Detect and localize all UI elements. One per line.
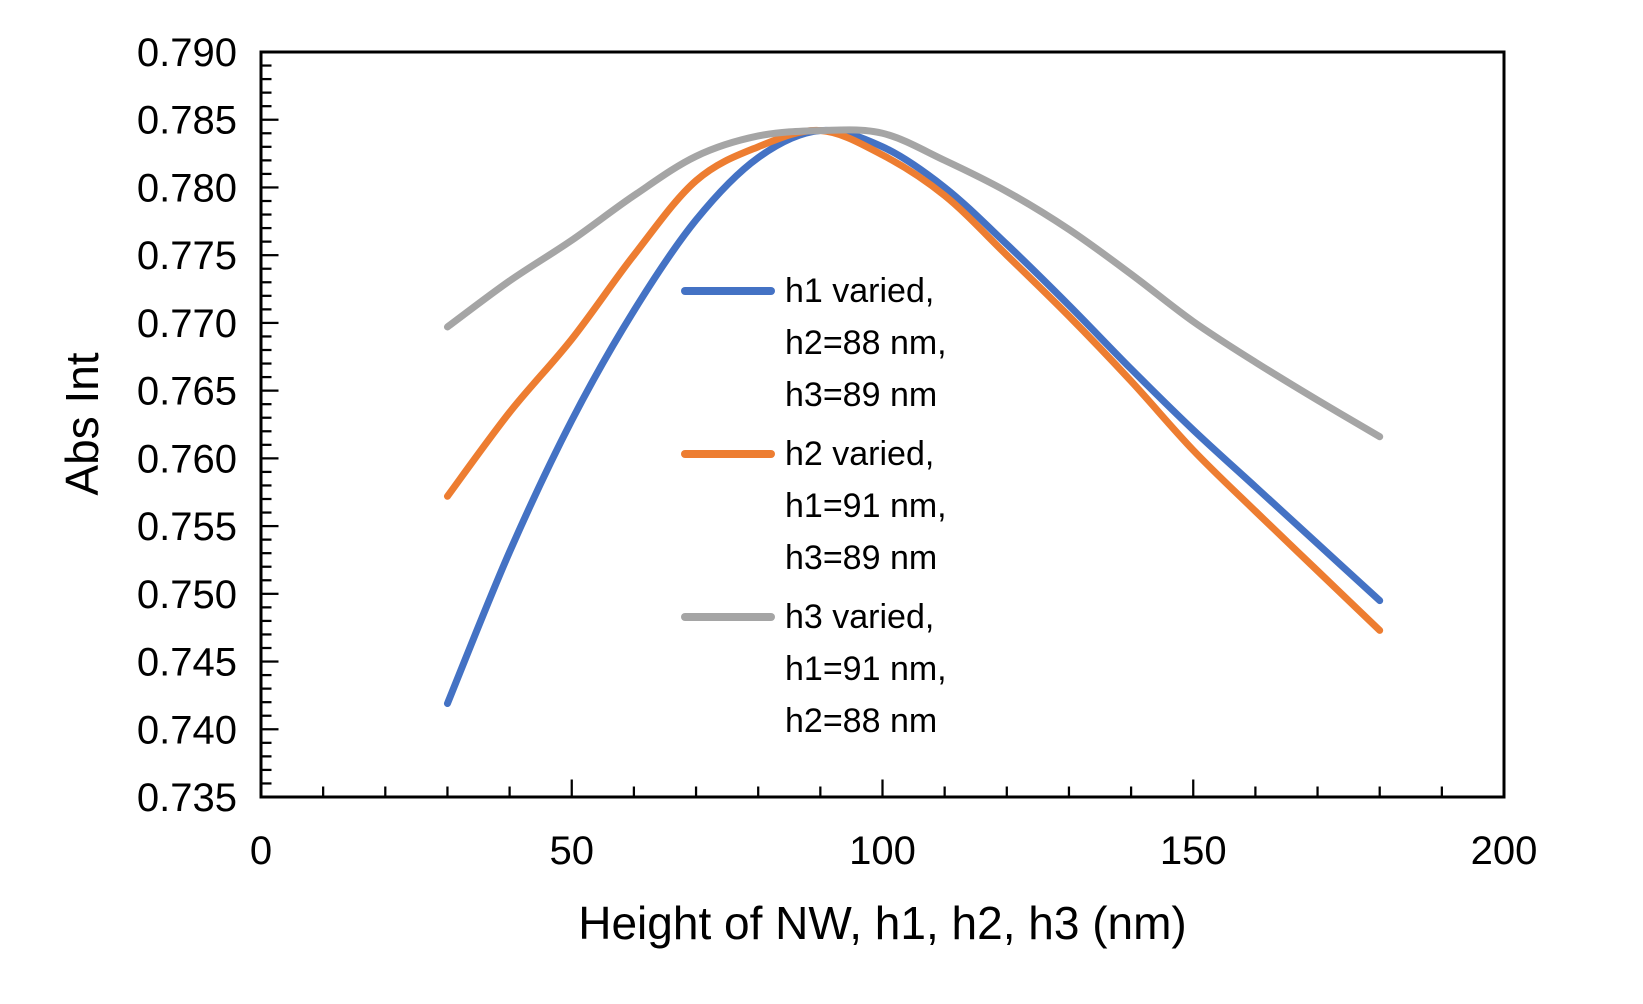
y-tick-label: 0.735 — [137, 776, 237, 820]
series-line-h3 — [443, 126, 1384, 441]
legend-entry-h2-varied: h2 varied, h1=91 nm, h3=89 nm — [681, 428, 1101, 584]
legend-label-line: h1=91 nm, — [785, 650, 947, 688]
x-axis-title: Height of NW, h1, h2, h3 (nm) — [578, 897, 1187, 949]
y-tick-label: 0.760 — [137, 437, 237, 481]
legend-label-line: h2=88 nm — [785, 702, 938, 740]
y-tick-label: 0.755 — [137, 505, 237, 549]
legend-label-line: h2=88 nm, — [785, 324, 947, 362]
series-line-h1 — [443, 126, 1384, 708]
y-tick-label: 0.780 — [137, 166, 237, 210]
y-axis-title: Abs Int — [56, 352, 108, 496]
y-tick-label: 0.770 — [137, 302, 237, 346]
legend-swatch-h1-varied — [681, 287, 775, 295]
series-line-h2 — [443, 126, 1384, 634]
x-tick-label: 100 — [849, 829, 916, 873]
legend-swatch-h3-varied — [681, 613, 775, 621]
x-tick-label: 150 — [1160, 829, 1227, 873]
legend-entry-h1-varied: h1 varied, h2=88 nm, h3=89 nm — [681, 265, 1101, 421]
legend-label-line: h3=89 nm — [785, 539, 938, 577]
legend-label-line: h3 varied, — [785, 598, 935, 636]
y-tick-label: 0.775 — [137, 234, 237, 278]
legend-label-line: h1=91 nm, — [785, 487, 947, 525]
x-tick-label: 0 — [250, 829, 272, 873]
legend-label-line: h2 varied, — [785, 435, 935, 473]
y-tick-label: 0.790 — [137, 31, 237, 75]
y-tick-label: 0.785 — [137, 99, 237, 143]
x-tick-label: 50 — [550, 829, 595, 873]
legend-label-line: h1 varied, — [785, 272, 935, 310]
y-tick-label: 0.745 — [137, 641, 237, 685]
x-tick-label: 200 — [1471, 829, 1538, 873]
legend-entry-h3-varied: h3 varied, h1=91 nm, h2=88 nm — [681, 591, 1101, 747]
plot-border — [259, 50, 1506, 799]
y-tick-label: 0.765 — [137, 370, 237, 414]
legend-swatch-h2-varied — [681, 450, 775, 458]
y-tick-label: 0.740 — [137, 708, 237, 752]
legend: h1 varied, h2=88 nm, h3=89 nm h2 varied,… — [681, 265, 1101, 754]
y-tick-label: 0.750 — [137, 573, 237, 617]
legend-label-line: h3=89 nm — [785, 376, 938, 414]
